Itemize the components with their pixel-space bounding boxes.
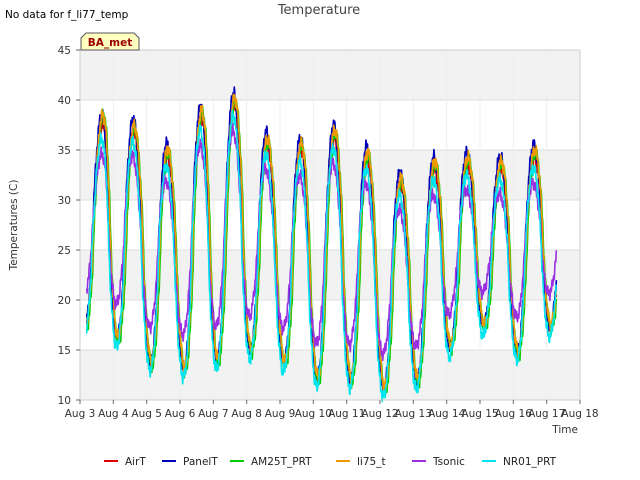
x-tick-label: Aug 6 [165, 408, 196, 420]
plot-frame [79, 49, 581, 401]
x-tick-label: Aug 9 [265, 408, 296, 420]
legend-label-AirT: AirT [125, 456, 146, 468]
y-tick-label: 20 [58, 295, 71, 307]
y-tick-label: 35 [58, 145, 71, 157]
badge-shape [80, 32, 140, 51]
x-tick-label: Aug 15 [461, 408, 498, 420]
x-tick-label: Aug 18 [561, 408, 598, 420]
y-tick-label: 10 [58, 395, 71, 407]
y-tick-label: 15 [58, 345, 71, 357]
y-axis: 10 15 20 25 30 35 40 45 [58, 45, 80, 407]
legend-label-PanelT: PanelT [183, 456, 218, 468]
x-tick-label: Aug 11 [328, 408, 365, 420]
series-line-Tsonic [85, 122, 558, 362]
y-tick-label: 45 [58, 45, 71, 57]
y-tick-label: 40 [58, 95, 71, 107]
x-axis: Aug 3 Aug 4 Aug 5 Aug 6 Aug 7 Aug 8 Aug 9 Aug 1… [65, 400, 599, 420]
chart-title: Temperature [277, 3, 360, 18]
x-tick-label: Aug 14 [428, 408, 466, 420]
x-tick-label: Aug 8 [231, 408, 262, 420]
x-axis-label: Time [551, 424, 578, 436]
x-tick-label: Aug 3 [65, 408, 96, 420]
x-tick-label: Aug 10 [295, 408, 332, 420]
x-tick-label: Aug 5 [131, 408, 162, 420]
data-series [85, 86, 558, 403]
badge-label: BA_met [88, 37, 132, 49]
x-tick-label: Aug 13 [395, 408, 432, 420]
band-40-45 [80, 50, 580, 100]
x-tick-label: Aug 7 [198, 408, 229, 420]
x-tick-label: Aug 12 [361, 408, 398, 420]
no-data-note: No data for f_li77_temp [5, 9, 129, 21]
band-15-20 [80, 300, 580, 350]
x-tick-label: Aug 4 [98, 408, 129, 420]
legend-label-AM25T_PRT: AM25T_PRT [251, 456, 312, 468]
legend: AirT PanelT AM25T_PRT li75_t Tsonic NR01_PRT [104, 456, 557, 468]
band-20-25 [80, 250, 580, 300]
series-line-NR01_PRT [85, 109, 557, 403]
y-axis-label: Temperatures (C) [8, 180, 20, 272]
band-10-15 [80, 350, 580, 400]
legend-label-Tsonic: Tsonic [432, 456, 465, 468]
legend-label-NR01_PRT: NR01_PRT [503, 456, 557, 468]
band-25-30 [80, 200, 580, 250]
legend-label-li75_t: li75_t [357, 456, 386, 468]
station-badge: BA_met [80, 32, 140, 51]
y-tick-label: 30 [58, 195, 71, 207]
x-tick-label: Aug 16 [495, 408, 533, 420]
y-tick-label: 25 [58, 245, 71, 257]
x-tick-label: Aug 17 [528, 408, 565, 420]
